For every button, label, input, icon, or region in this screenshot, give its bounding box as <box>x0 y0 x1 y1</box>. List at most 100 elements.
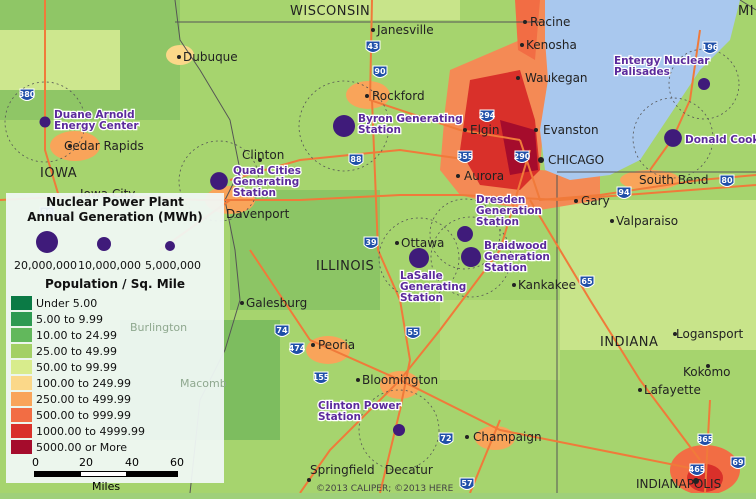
legend-class-label: Under 5.00 <box>36 297 97 310</box>
city-label: Ottawa <box>401 236 444 250</box>
interstate-shield-icon: 55 <box>406 327 420 339</box>
city-label: Cedar Rapids <box>64 139 144 153</box>
svg-text:88: 88 <box>350 155 362 164</box>
city-label: Kenosha <box>526 38 577 52</box>
nuclear-plant-marker[interactable] <box>457 226 473 242</box>
city-label: Kankakee <box>518 278 576 292</box>
interstate-shield-icon: 474 <box>289 343 306 355</box>
nuclear-plant-marker[interactable] <box>698 78 710 90</box>
svg-text:94: 94 <box>618 188 630 197</box>
legend-swatch <box>11 312 32 326</box>
legend-class-label: 1000.00 to 4999.99 <box>36 425 145 438</box>
size-symbol-small <box>165 241 175 251</box>
city-label: Galesburg <box>246 296 307 310</box>
legend-class-label: 50.00 to 99.99 <box>36 361 117 374</box>
interstate-shield-icon: 196 <box>702 42 719 54</box>
svg-text:465: 465 <box>689 465 706 474</box>
scale-unit: Miles <box>92 480 120 493</box>
legend-swatch <box>11 296 32 310</box>
size-label: 10,000,000 <box>78 259 141 272</box>
nuclear-plant-marker[interactable] <box>40 117 51 128</box>
city-label: Clinton <box>242 148 284 162</box>
nuclear-plant-marker[interactable] <box>210 172 228 190</box>
city-label: Peoria <box>318 338 355 352</box>
legend-swatch <box>11 344 32 358</box>
svg-text:57: 57 <box>461 479 472 488</box>
interstate-shield-icon: 90 <box>373 66 387 78</box>
legend-class-label: 250.00 to 499.99 <box>36 393 131 406</box>
svg-text:294: 294 <box>479 111 496 120</box>
city-label: Logansport <box>676 327 744 341</box>
svg-text:43: 43 <box>367 42 378 51</box>
svg-text:80: 80 <box>721 176 733 185</box>
svg-text:474: 474 <box>289 344 306 353</box>
legend-class: 5000.00 or More <box>11 439 224 455</box>
legend-class-label: 500.00 to 999.99 <box>36 409 131 422</box>
nuclear-plant-marker[interactable] <box>393 424 405 436</box>
size-label: 20,000,000 <box>14 259 77 272</box>
scale-bar: 0 20 40 60 Miles <box>6 455 224 499</box>
nuclear-plant-marker[interactable] <box>664 129 682 147</box>
state-label: IOWA <box>40 166 77 181</box>
svg-text:355: 355 <box>457 152 474 161</box>
nuclear-plant-marker[interactable] <box>409 248 429 268</box>
size-legend: 20,000,000 10,000,000 5,000,000 <box>6 225 224 273</box>
legend-swatch <box>11 360 32 374</box>
interstate-shield-icon: 290 <box>514 151 531 163</box>
interstate-shield-icon: 380 <box>19 89 36 101</box>
svg-text:72: 72 <box>440 434 451 443</box>
population-legend-title: Population / Sq. Mile <box>6 277 224 292</box>
legend-subtitle: Annual Generation (MWh) <box>6 210 224 225</box>
plant-label: Donald Cook <box>685 134 756 146</box>
plant-label: Palisades <box>614 66 670 78</box>
legend-class-label: 100.00 to 249.99 <box>36 377 131 390</box>
svg-text:69: 69 <box>732 458 744 467</box>
svg-text:380: 380 <box>19 90 36 99</box>
interstate-shield-icon: 74 <box>275 325 289 337</box>
legend-class-label: 25.00 to 49.99 <box>36 345 117 358</box>
scale-tick: 40 <box>125 456 139 469</box>
city-label: Elgin <box>470 123 499 137</box>
scale-tick: 60 <box>170 456 184 469</box>
city-label: Racine <box>530 15 570 29</box>
city-label: Decatur <box>385 463 433 477</box>
city-label: Rockford <box>372 89 425 103</box>
interstate-shield-icon: 355 <box>457 151 474 163</box>
interstate-shield-icon: 294 <box>479 110 496 122</box>
city-label: Bloomington <box>362 373 438 387</box>
city-label: Gary <box>581 194 610 208</box>
interstate-shield-icon: 88 <box>349 154 363 166</box>
city-label: Waukegan <box>525 71 588 85</box>
city-label: Evanston <box>543 123 599 137</box>
svg-text:865: 865 <box>697 435 714 444</box>
city-label: Champaign <box>473 430 542 444</box>
legend-class: 10.00 to 24.99 <box>11 327 224 343</box>
scale-tick: 20 <box>79 456 93 469</box>
scale-tick: 0 <box>32 456 39 469</box>
interstate-shield-icon: 43 <box>366 41 380 53</box>
legend-swatch <box>11 424 32 438</box>
plant-label: Station <box>358 124 401 136</box>
city-label: Davenport <box>226 207 290 221</box>
nuclear-plant-marker[interactable] <box>461 247 481 267</box>
interstate-shield-icon: 72 <box>439 433 453 445</box>
size-symbol-medium <box>97 237 111 251</box>
nuclear-plant-marker[interactable] <box>333 115 355 137</box>
legend-class: 500.00 to 999.99 <box>11 407 224 423</box>
svg-text:39: 39 <box>365 238 377 247</box>
legend-class-label: 5000.00 or More <box>36 441 127 454</box>
legend-class: 25.00 to 49.99 <box>11 343 224 359</box>
copyright: ©2013 CALIPER; ©2013 HERE <box>316 484 454 493</box>
city-label: INDIANAPOLIS <box>636 477 721 491</box>
interstate-shield-icon: 94 <box>617 187 631 199</box>
city-label: South Bend <box>639 173 709 187</box>
city-label: Aurora <box>464 169 504 183</box>
svg-text:196: 196 <box>702 43 719 52</box>
legend-class-label: 10.00 to 24.99 <box>36 329 117 342</box>
state-label: MI <box>738 4 754 19</box>
svg-text:90: 90 <box>374 67 386 76</box>
legend-class: 250.00 to 499.99 <box>11 391 224 407</box>
city-label: CHICAGO <box>548 153 604 167</box>
legend-swatch <box>11 440 32 454</box>
interstate-shield-icon: 155 <box>313 372 330 384</box>
